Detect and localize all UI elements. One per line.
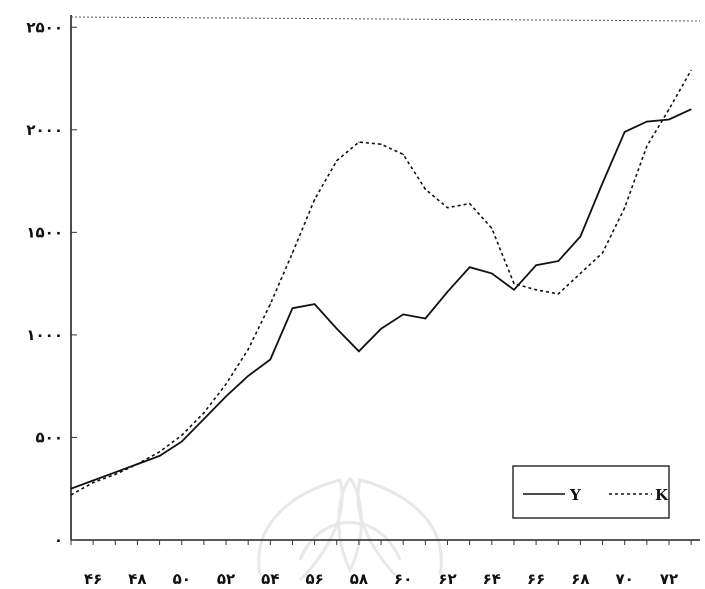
y-tick-label: ۱۰۰۰	[26, 326, 63, 344]
data-point-y	[690, 108, 692, 110]
data-point-k	[225, 383, 227, 385]
watermark-emblem-icon	[257, 477, 443, 582]
data-point-y	[247, 375, 249, 377]
data-point-k	[70, 494, 72, 496]
legend-y-label: Y	[569, 486, 581, 504]
data-point-y	[535, 264, 537, 266]
data-point-y	[469, 266, 471, 268]
y-tick-label: ۵۰۰	[36, 428, 63, 446]
data-point-k	[424, 188, 426, 190]
x-tick-label: ۵۸	[350, 570, 368, 588]
x-tick-label: ۶۰	[394, 570, 412, 588]
data-point-y	[579, 235, 582, 238]
data-point-y	[225, 395, 227, 398]
data-point-y	[646, 121, 648, 123]
data-point-k	[92, 481, 94, 484]
legend-k-label: K	[655, 486, 669, 504]
data-point-y	[70, 488, 72, 490]
data-point-k	[491, 227, 493, 229]
data-point-k	[336, 159, 338, 162]
data-point-k	[446, 207, 449, 209]
data-point-y	[380, 328, 382, 330]
data-point-k	[247, 348, 249, 350]
data-point-y	[402, 313, 404, 315]
data-point-k	[291, 252, 294, 254]
x-tick-label: ۵۰	[173, 570, 191, 588]
y-tick-label: ۲۵۰۰	[26, 18, 63, 36]
x-tick-label: ۶۲	[438, 570, 456, 588]
data-point-k	[513, 283, 515, 285]
chart-series	[70, 69, 692, 496]
legend-box	[512, 465, 670, 519]
data-point-k	[469, 203, 471, 205]
series-line-k	[70, 69, 692, 496]
data-point-y	[291, 307, 294, 309]
data-point-y	[557, 260, 559, 262]
data-point-k	[646, 145, 648, 147]
x-tick-label: ۴۸	[128, 570, 146, 588]
legend: Y K	[512, 465, 670, 519]
data-point-k	[690, 69, 692, 71]
data-point-y	[336, 328, 338, 330]
data-point-y	[92, 479, 94, 482]
series-line-y	[70, 108, 692, 490]
data-point-k	[668, 108, 670, 110]
x-tick-label: ۵۲	[217, 570, 235, 588]
data-point-k	[181, 434, 183, 436]
data-point-y	[668, 118, 670, 121]
data-point-k	[203, 412, 205, 414]
x-tick-label: ۷۲	[660, 570, 678, 588]
y-tick-label: ۱۵۰۰	[26, 223, 63, 241]
data-point-y	[624, 131, 626, 133]
x-tick-label: ۵۶	[305, 570, 323, 588]
x-tick-label: ۶۸	[571, 570, 589, 588]
data-point-y	[203, 418, 205, 420]
y-tick-label: ۰	[54, 531, 63, 549]
data-point-y	[491, 272, 493, 274]
data-point-k	[624, 207, 626, 209]
x-tick-label: ۶۴	[483, 570, 501, 588]
data-point-y	[269, 358, 271, 361]
data-point-y	[114, 471, 116, 473]
x-tick-label: ۷۰	[616, 570, 634, 588]
data-point-y	[513, 289, 515, 291]
data-point-k	[114, 473, 116, 475]
data-point-y	[181, 440, 183, 443]
chart-axes	[70, 15, 701, 541]
data-point-y	[601, 182, 604, 184]
data-point-k	[314, 198, 316, 201]
data-point-y	[358, 350, 360, 352]
data-point-k	[269, 303, 271, 305]
data-point-k	[380, 143, 382, 145]
data-point-k	[601, 252, 604, 254]
data-point-k	[136, 463, 139, 465]
data-point-k	[557, 293, 559, 295]
data-point-y	[314, 303, 316, 305]
x-tick-label: ۶۶	[527, 570, 545, 588]
data-point-k	[579, 272, 582, 274]
chart-ticks: ۰ ۵۰۰ ۱۰۰۰ ۱۵۰۰ ۲۰۰۰ ۲۵۰۰ ۴۶ ۴۸ ۵۰ ۵۲ ۵۴ ۵۶ ۵۸ ۶۰ ۶۲ ۶۴…	[26, 18, 692, 588]
data-point-k	[535, 289, 537, 291]
data-point-y	[158, 455, 161, 457]
data-point-y	[424, 317, 426, 320]
data-point-k	[402, 153, 404, 156]
data-point-k	[158, 451, 161, 453]
top-frame-line	[70, 16, 701, 22]
data-point-k	[358, 141, 360, 143]
x-tick-label: ۴۶	[84, 570, 102, 588]
y-tick-label: ۲۰۰۰	[26, 121, 63, 139]
data-point-y	[446, 291, 449, 293]
x-tick-label: ۵۴	[261, 570, 279, 588]
